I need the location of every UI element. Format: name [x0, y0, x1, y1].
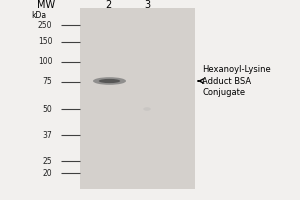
Bar: [80, 8, 195, 189]
Ellipse shape: [93, 77, 126, 85]
Text: MW: MW: [38, 0, 56, 10]
Text: 75: 75: [43, 77, 52, 86]
Text: 100: 100: [38, 58, 52, 66]
Text: 50: 50: [43, 104, 52, 114]
Text: Hexanoyl-Lysine
Adduct BSA
Conjugate: Hexanoyl-Lysine Adduct BSA Conjugate: [202, 65, 271, 97]
Text: 2: 2: [105, 0, 111, 10]
Text: 3: 3: [144, 0, 150, 10]
Text: 37: 37: [43, 130, 52, 140]
Text: kDa: kDa: [32, 11, 46, 21]
Text: 25: 25: [43, 156, 52, 166]
Ellipse shape: [143, 107, 151, 111]
Ellipse shape: [99, 79, 120, 83]
Text: 250: 250: [38, 21, 52, 29]
Text: 150: 150: [38, 38, 52, 46]
Text: 20: 20: [43, 168, 52, 178]
